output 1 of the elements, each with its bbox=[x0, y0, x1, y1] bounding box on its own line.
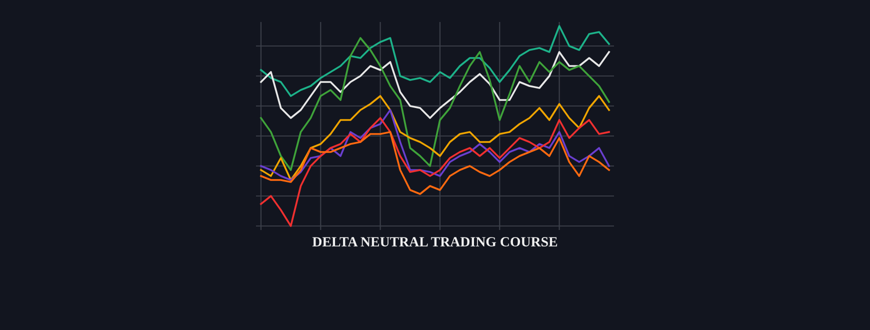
text: DELTA NEUTRAL TRADING COURSE bbox=[312, 237, 558, 246]
